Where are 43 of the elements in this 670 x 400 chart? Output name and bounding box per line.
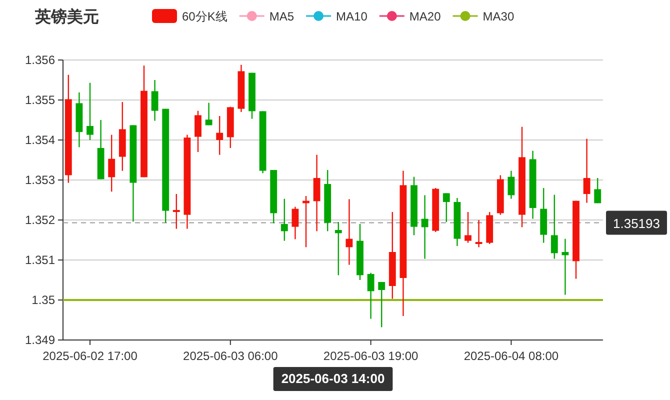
y-tick-label: 1.352 (24, 213, 56, 227)
x-tick-label: 2025-06-03 19:00 (323, 349, 418, 363)
candlestick (550, 194, 558, 260)
y-tick-label: 1.349 (24, 333, 56, 347)
y-tick-label: 1.355 (24, 93, 56, 107)
candlestick (216, 115, 224, 156)
legend-label: MA5 (269, 10, 294, 24)
y-tick-label: 1.354 (24, 133, 56, 147)
y-tick-label: 1.35 (32, 293, 56, 307)
candlestick (205, 102, 212, 126)
candlestick (86, 82, 94, 141)
x-tick-label: 2025-06-04 08:00 (464, 349, 559, 363)
candlestick (108, 134, 116, 192)
y-tick-label: 1.351 (24, 253, 56, 267)
y-tick-label: 1.356 (24, 53, 56, 67)
candlestick (378, 281, 386, 328)
candlestick (583, 138, 590, 204)
candlestick (442, 192, 450, 223)
legend-label: 60分K线 (182, 10, 228, 24)
legend-label: MA30 (482, 10, 514, 24)
candlestick (594, 177, 602, 204)
chart-title: 英镑美元 (34, 7, 99, 26)
candlestick (475, 219, 482, 248)
text: 2025-06-03 14:00 (281, 371, 385, 386)
candlestick (346, 198, 353, 266)
candlestick (367, 272, 374, 320)
legend-label: MA20 (409, 10, 442, 24)
candlestick (280, 198, 288, 242)
x-tick-label: 2025-06-03 06:00 (183, 349, 278, 363)
candlestick (334, 221, 342, 276)
candlestick (292, 206, 299, 240)
candlestick (464, 211, 472, 244)
candlestick (172, 193, 180, 230)
candlestick (508, 170, 515, 200)
ref-line-label: 1.35193 (613, 216, 660, 231)
y-tick-label: 1.353 (24, 173, 56, 187)
x-tick-label: 2025-06-02 17:00 (42, 349, 138, 363)
candlestick (151, 79, 158, 122)
legend-label: MA10 (336, 10, 368, 24)
candlestick (562, 238, 569, 296)
candlestick (194, 110, 202, 153)
candlestick (313, 154, 320, 232)
candlestick (421, 194, 428, 260)
